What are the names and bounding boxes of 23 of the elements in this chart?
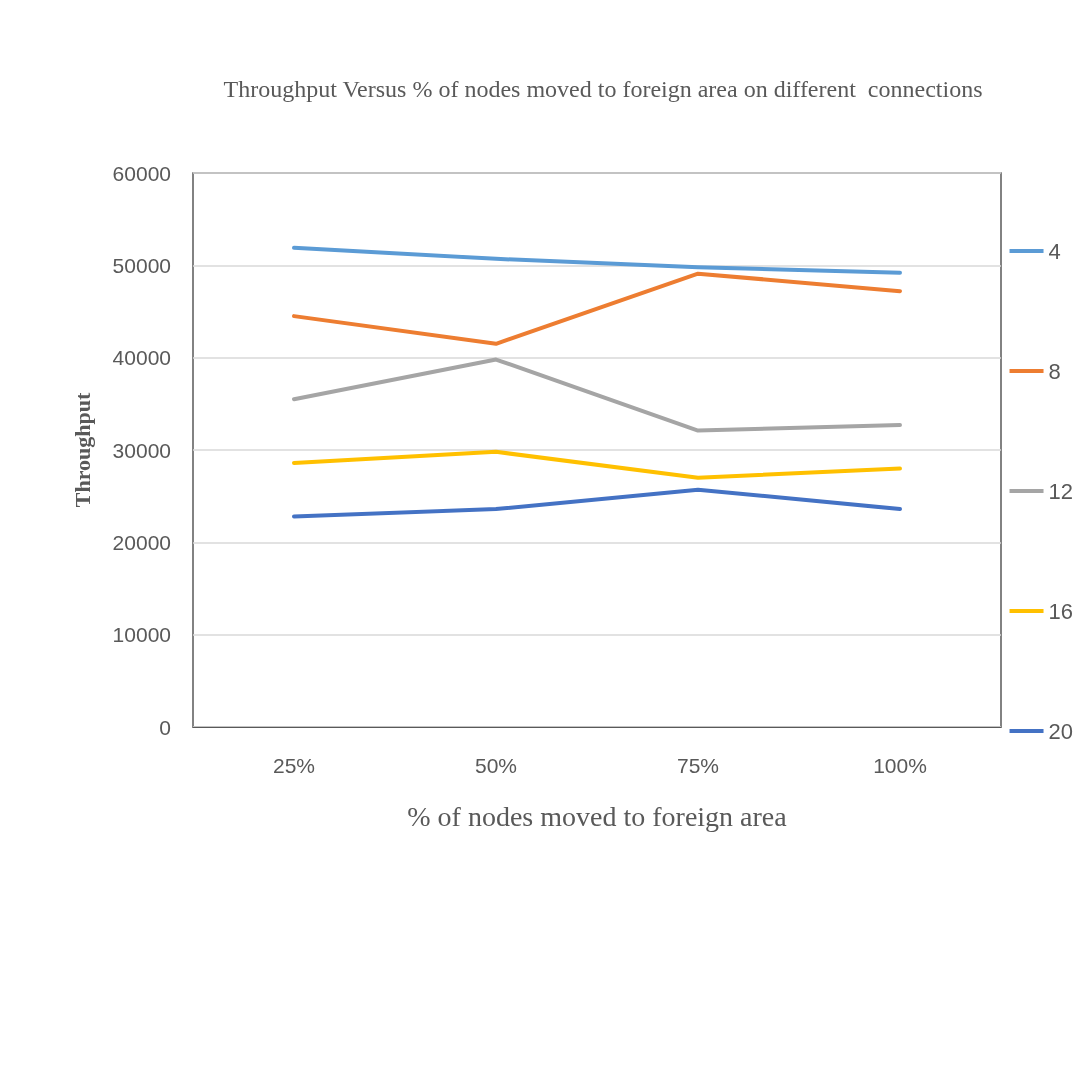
line-series (292, 271, 902, 346)
y-tick-label: 10000 (112, 623, 171, 647)
legend-label: 8 (1048, 358, 1061, 384)
y-axis-title: Throughput (69, 392, 95, 508)
line-series (292, 357, 902, 433)
line-series (292, 449, 902, 480)
legend-label: 20 (1048, 718, 1074, 744)
x-tick-label: 25% (272, 754, 316, 777)
y-tick-label: 0 (159, 715, 171, 739)
legend-label: 16 (1048, 598, 1074, 624)
x-tick-label: 50% (474, 754, 518, 777)
y-tick-label: 20000 (112, 530, 171, 554)
x-tick-label: 100% (873, 754, 927, 777)
y-tick-label: 50000 (112, 253, 171, 277)
line-series (292, 245, 902, 275)
legend-label: 4 (1048, 238, 1061, 264)
chart-title: Throughput Versus % of nodes moved to foreign area on different connections (223, 76, 983, 102)
x-tick-label: 75% (676, 754, 720, 777)
legend-label: 12 (1048, 478, 1074, 504)
y-tick-label: 30000 (112, 438, 171, 462)
y-tick-label: 60000 (112, 161, 171, 185)
y-tick-label: 40000 (112, 346, 171, 370)
x-axis-title: % of nodes moved to foreign area (407, 800, 788, 832)
